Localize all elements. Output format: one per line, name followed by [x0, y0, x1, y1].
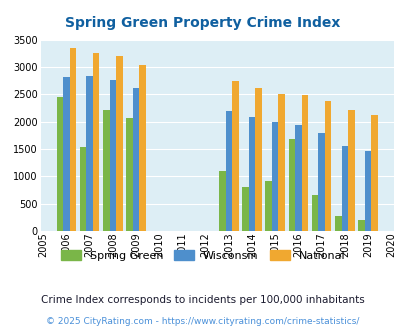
Bar [63, 77, 70, 231]
Bar [248, 117, 255, 231]
Bar [219, 171, 225, 231]
Bar [80, 147, 86, 231]
Bar [93, 53, 99, 231]
Bar [242, 187, 248, 231]
Text: © 2025 CityRating.com - https://www.cityrating.com/crime-statistics/: © 2025 CityRating.com - https://www.city… [46, 317, 359, 326]
Bar [357, 220, 364, 231]
Bar [232, 81, 238, 231]
Bar [265, 181, 271, 231]
Bar [57, 97, 63, 231]
Bar [334, 216, 341, 231]
Bar [271, 122, 278, 231]
Bar [311, 195, 318, 231]
Bar [341, 146, 347, 231]
Bar [139, 65, 145, 231]
Bar [132, 88, 139, 231]
Bar [318, 133, 324, 231]
Bar [294, 125, 301, 231]
Bar [86, 76, 93, 231]
Bar [278, 94, 284, 231]
Bar [324, 101, 330, 231]
Bar [301, 95, 307, 231]
Bar [70, 48, 76, 231]
Bar [364, 150, 370, 231]
Text: Spring Green Property Crime Index: Spring Green Property Crime Index [65, 16, 340, 30]
Bar [225, 111, 232, 231]
Bar [347, 110, 354, 231]
Bar [255, 88, 261, 231]
Bar [370, 115, 377, 231]
Bar [116, 56, 122, 231]
Legend: Spring Green, Wisconsin, National: Spring Green, Wisconsin, National [56, 246, 349, 265]
Text: Crime Index corresponds to incidents per 100,000 inhabitants: Crime Index corresponds to incidents per… [41, 295, 364, 305]
Bar [288, 139, 294, 231]
Bar [103, 110, 109, 231]
Bar [109, 80, 116, 231]
Bar [126, 118, 132, 231]
